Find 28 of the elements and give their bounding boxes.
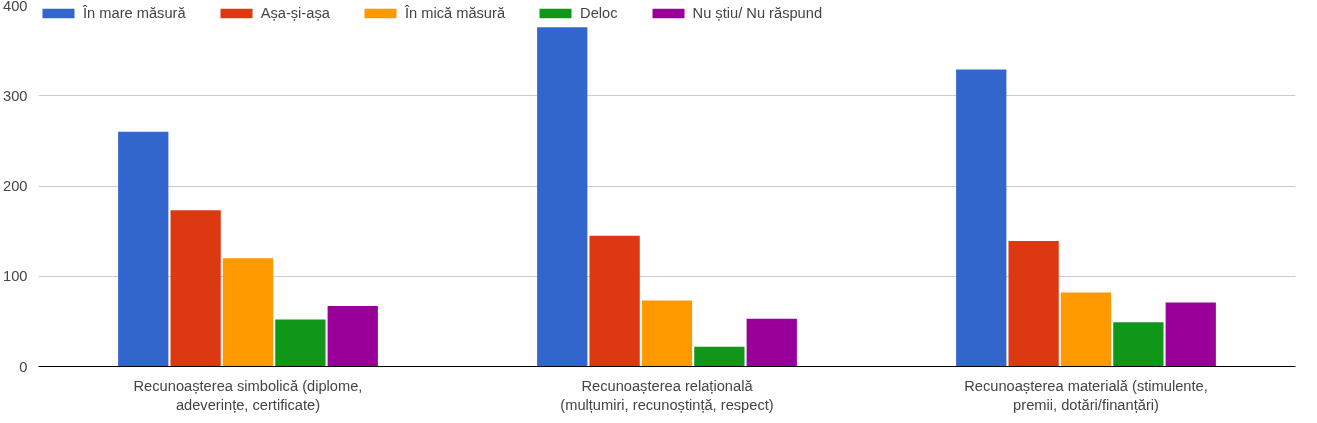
bar (694, 346, 745, 367)
bar (589, 235, 640, 367)
bar (641, 300, 693, 367)
x-tick-label: Recunoașterea relațională (mulțumiri, recunoștință, respect) (560, 377, 774, 413)
bar (118, 131, 169, 367)
legend-label: Nu știu/ Nu răspund (692, 5, 823, 21)
legend-label: În mică măsură (404, 5, 506, 21)
y-tick-label: 0 (19, 358, 28, 375)
bar (222, 258, 274, 367)
bar (327, 306, 378, 367)
y-tick-label: 300 (3, 87, 28, 104)
bar (170, 210, 221, 367)
bar (275, 319, 326, 367)
bar (956, 69, 1007, 367)
bar (537, 27, 588, 367)
bar (1008, 241, 1059, 367)
y-tick-label: 200 (3, 178, 28, 194)
bar (1113, 322, 1164, 367)
bar (1060, 292, 1112, 367)
y-tick-label: 400 (3, 0, 28, 14)
legend-label: Deloc (580, 5, 618, 21)
x-tick-label: Recunoașterea materială (stimulente, premii, dotări/finanțări) (964, 377, 1208, 413)
legend-label: În mare măsură (83, 5, 186, 21)
legend-label: Așa-și-așa (260, 5, 330, 21)
x-tick-label: Recunoașterea simbolică (diplome, adeverințe, certificate) (133, 377, 363, 413)
bar (1165, 302, 1216, 367)
bar (746, 318, 797, 367)
y-tick-label: 100 (3, 268, 28, 285)
